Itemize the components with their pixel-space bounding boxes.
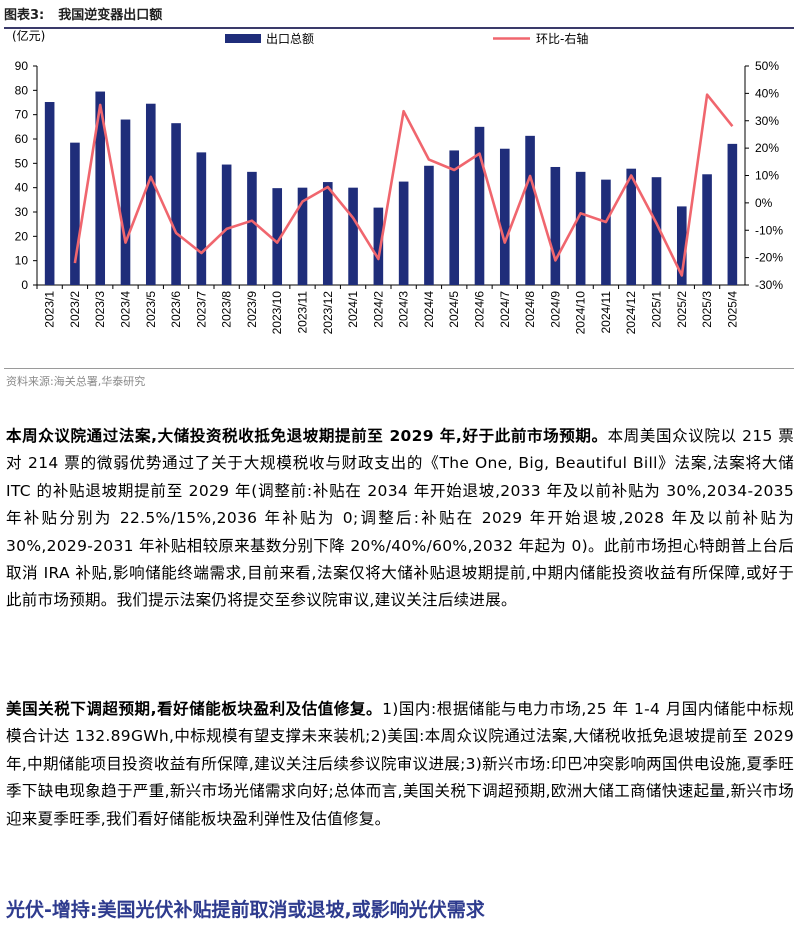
bar	[702, 174, 712, 285]
right-tick-label: -10%	[755, 223, 783, 237]
bar	[348, 187, 358, 285]
x-tick-label: 2023/3	[93, 291, 107, 328]
bar	[44, 102, 55, 285]
right-tick-label: -30%	[755, 278, 783, 292]
bar	[550, 166, 561, 285]
chart-legend: 出口总额 环比-右轴	[225, 31, 588, 46]
right-tick-label: 50%	[755, 59, 779, 73]
x-tick-label: 2024/12	[624, 291, 638, 335]
x-tick-label: 2025/4	[725, 291, 739, 328]
bar	[525, 135, 535, 285]
paragraph-ess-bill: 本周众议院通过法案,大储投资税收抵免退坡期提前至 2029 年,好于此前市场预期…	[6, 423, 794, 615]
left-tick-label: 80	[15, 83, 29, 97]
bar	[601, 179, 611, 285]
bar	[247, 171, 257, 285]
figure-number: 图表3:	[4, 8, 45, 23]
left-tick-label: 10	[15, 254, 29, 268]
bar	[120, 119, 131, 286]
x-tick-label: 2023/6	[169, 291, 183, 328]
left-tick-label: 60	[15, 132, 29, 146]
paragraph-tariff-body: 1)国内:根据储能与电力市场,25 年 1-4 月国内储能中标规模合计达 132…	[6, 700, 795, 828]
chart-line	[73, 93, 734, 277]
x-tick-label: 2024/2	[371, 291, 385, 328]
bar	[575, 171, 586, 285]
bar	[373, 207, 384, 285]
bar	[676, 206, 687, 285]
x-tick-label: 2024/1	[346, 291, 360, 328]
figure-title-text: 我国逆变器出口额	[58, 8, 163, 23]
x-tick-label: 2023/8	[220, 291, 234, 328]
x-tick-label: 2024/10	[574, 291, 588, 335]
left-tick-label: 50	[15, 156, 29, 170]
paragraph-ess-bill-body: 本周美国众议院以 215 票对 214 票的微弱优势通过了关于大规模税收与财政支…	[6, 427, 794, 610]
x-tick-label: 2023/4	[119, 291, 133, 328]
right-tick-label: 10%	[755, 169, 779, 183]
bar	[70, 142, 80, 285]
x-tick-label: 2024/7	[498, 291, 512, 328]
legend-bar-label: 出口总额	[266, 32, 314, 46]
x-tick-label: 2024/11	[599, 291, 613, 334]
bar	[398, 181, 409, 285]
left-tick-label: 30	[15, 205, 29, 219]
x-tick-label: 2023/10	[270, 291, 284, 335]
bar	[474, 126, 485, 285]
x-tick-label: 2023/9	[245, 291, 259, 328]
legend-line-label: 环比-右轴	[536, 31, 588, 46]
legend-bar-swatch	[225, 34, 261, 43]
left-axis-unit: (亿元)	[12, 28, 45, 43]
x-tick-label: 2025/1	[650, 291, 664, 328]
section-title-pv: 光伏-增持:美国光伏补贴提前取消或退坡,或影响光伏需求	[6, 899, 485, 921]
x-tick-label: 2024/8	[523, 291, 537, 328]
paragraph-tariff-lead: 美国关税下调超预期,看好储能板块盈利及估值修复。	[6, 700, 383, 718]
left-tick-label: 70	[15, 108, 29, 122]
left-tick-label: 0	[21, 278, 28, 292]
x-tick-label: 2024/4	[422, 291, 436, 328]
bar	[449, 150, 460, 285]
right-tick-label: 0%	[755, 196, 773, 210]
bar	[626, 168, 637, 285]
right-tick-label: 30%	[755, 114, 779, 128]
bar	[651, 177, 662, 285]
x-tick-label: 2023/2	[68, 291, 82, 328]
chart-axes: 0 10 20 30 40 50 60 70 80 90 -30% -20% -10% 0% 10% 20% 3…	[12, 28, 783, 334]
export-chart: 0 10 20 30 40 50 60 70 80 90 -30% -20% -10% 0% 10% 20% 3…	[12, 28, 783, 334]
bar	[95, 91, 106, 285]
x-tick-label: 2024/5	[447, 291, 461, 328]
x-tick-label: 2024/9	[548, 291, 562, 328]
paragraph-ess-bill-lead: 本周众议院通过法案,大储投资税收抵免退坡期提前至 2029 年,好于此前市场预期…	[6, 427, 608, 445]
right-tick-label: 40%	[755, 86, 779, 100]
x-tick-label: 2023/12	[321, 291, 335, 335]
x-tick-label: 2023/5	[144, 291, 158, 328]
bar	[196, 152, 207, 285]
bar	[171, 123, 181, 285]
bar	[145, 103, 156, 285]
paragraph-tariff: 美国关税下调超预期,看好储能板块盈利及估值修复。1)国内:根据储能与电力市场,2…	[6, 696, 794, 833]
figure-title: 图表3: 我国逆变器出口额	[4, 4, 794, 29]
bar	[499, 148, 510, 285]
x-tick-label: 2023/11	[296, 291, 310, 334]
right-tick-label: -20%	[755, 251, 783, 265]
bar	[727, 143, 738, 285]
chart-bars	[44, 91, 738, 286]
x-tick-label: 2023/7	[194, 291, 208, 328]
left-tick-label: 90	[15, 59, 29, 73]
x-tick-label: 2024/6	[473, 291, 487, 328]
right-tick-label: 20%	[755, 141, 779, 155]
x-tick-label: 2024/3	[397, 291, 411, 328]
bar	[424, 165, 434, 285]
left-tick-label: 20	[15, 229, 29, 243]
source-divider	[4, 368, 794, 369]
left-tick-label: 40	[15, 181, 29, 195]
x-tick-label: 2025/2	[675, 291, 689, 328]
x-tick-label: 2023/1	[43, 291, 57, 328]
x-tick-label: 2025/3	[700, 291, 714, 328]
data-source: 资料来源:海关总署,华泰研究	[6, 375, 146, 388]
bar	[297, 187, 308, 285]
bar	[221, 164, 232, 285]
bar	[322, 182, 333, 285]
bar	[272, 188, 283, 285]
